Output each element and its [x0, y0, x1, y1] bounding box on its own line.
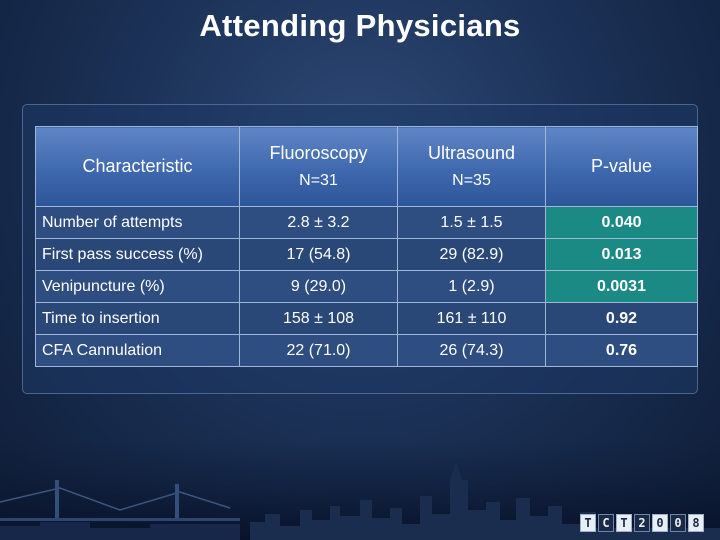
- cell-fluoroscopy: 158 ± 108: [239, 302, 398, 335]
- header-sub-label: N=35: [452, 172, 491, 189]
- header-label: Ultrasound: [427, 143, 516, 163]
- city-skyline-illustration: [0, 440, 720, 540]
- logo-letter: C: [598, 514, 614, 532]
- cell-characteristic: First pass success (%): [35, 238, 240, 271]
- header-fluoroscopy: Fluoroscopy N=31: [239, 126, 398, 207]
- header-label: Characteristic: [82, 156, 193, 176]
- cell-characteristic: Venipuncture (%): [35, 270, 240, 303]
- header-characteristic: Characteristic: [35, 126, 240, 207]
- header-ultrasound: Ultrasound N=35: [397, 126, 546, 207]
- table-row: CFA Cannulation 22 (71.0) 26 (74.3) 0.76: [35, 334, 698, 367]
- cell-characteristic: CFA Cannulation: [35, 334, 240, 367]
- cell-characteristic: Time to insertion: [35, 302, 240, 335]
- header-label: P-value: [590, 156, 653, 176]
- cell-ultrasound: 161 ± 110: [397, 302, 546, 335]
- cell-characteristic: Number of attempts: [35, 206, 240, 239]
- cell-pvalue: 0.040: [545, 206, 698, 239]
- header-label: Fluoroscopy: [269, 143, 368, 163]
- cell-ultrasound: 29 (82.9): [397, 238, 546, 271]
- cell-fluoroscopy: 22 (71.0): [239, 334, 398, 367]
- header-pvalue: P-value: [545, 126, 698, 207]
- slide-title: Attending Physicians: [199, 8, 521, 43]
- cell-ultrasound: 1.5 ± 1.5: [397, 206, 546, 239]
- header-sub-label: N=31: [299, 172, 338, 189]
- logo-letter: 8: [688, 514, 704, 532]
- cell-pvalue: 0.0031: [545, 270, 698, 303]
- cell-fluoroscopy: 17 (54.8): [239, 238, 398, 271]
- results-table: Characteristic Fluoroscopy N=31 Ultrasou…: [35, 126, 698, 367]
- logo-letter: 2: [634, 514, 650, 532]
- table-row: First pass success (%) 17 (54.8) 29 (82.9)…: [35, 238, 698, 271]
- logo-letter: 0: [652, 514, 668, 532]
- cell-ultrasound: 26 (74.3): [397, 334, 546, 367]
- table-row: Number of attempts 2.8 ± 3.2 1.5 ± 1.5 0.04…: [35, 206, 698, 239]
- cell-fluoroscopy: 9 (29.0): [239, 270, 398, 303]
- cell-pvalue: 0.013: [545, 238, 698, 271]
- logo-letter: T: [580, 514, 596, 532]
- table-header-row: Characteristic Fluoroscopy N=31 Ultrasou…: [35, 126, 698, 207]
- table-row: Venipuncture (%) 9 (29.0) 1 (2.9) 0.0031: [35, 270, 698, 303]
- table-row: Time to insertion 158 ± 108 161 ± 110 0.92: [35, 302, 698, 335]
- cell-ultrasound: 1 (2.9): [397, 270, 546, 303]
- cell-pvalue: 0.76: [545, 334, 698, 367]
- logo-letter: 0: [670, 514, 686, 532]
- logo-letter: T: [616, 514, 632, 532]
- cell-pvalue: 0.92: [545, 302, 698, 335]
- cell-fluoroscopy: 2.8 ± 3.2: [239, 206, 398, 239]
